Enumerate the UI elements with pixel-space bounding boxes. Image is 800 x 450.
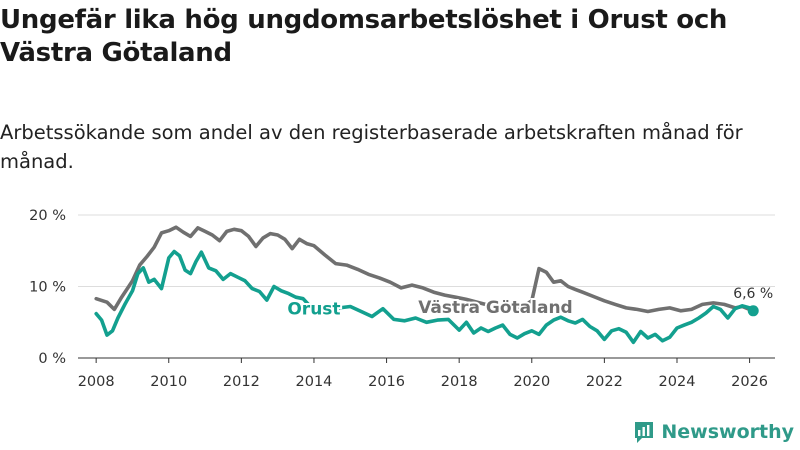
chart-subtitle: Arbetssökande som andel av den registerb… xyxy=(0,121,743,173)
x-axis-ticks: 2008 2010 2012 2014 2016 2018 2020 2022 2024 2026 xyxy=(78,358,768,390)
x-tick-label: 2024 xyxy=(659,374,696,390)
chart-title: Ungefär lika hög ungdomsarbetslöshet i O… xyxy=(0,5,728,68)
x-tick-label: 2022 xyxy=(586,374,623,390)
x-tick-label: 2010 xyxy=(150,374,187,390)
brand-name: Newsworthy xyxy=(661,421,794,443)
x-tick-label: 2012 xyxy=(223,374,260,390)
x-tick-label: 2016 xyxy=(368,374,405,390)
x-tick-label: 2008 xyxy=(78,374,115,390)
x-tick-label: 2018 xyxy=(441,374,478,390)
series-line-orust xyxy=(94,249,756,345)
series-label: Västra Götaland xyxy=(418,298,573,318)
gridlines xyxy=(78,214,775,287)
series-lines xyxy=(94,225,759,345)
series-line-vastra-gotaland xyxy=(94,225,756,314)
x-tick-label: 2020 xyxy=(513,374,550,390)
series-label: Orust xyxy=(287,299,340,319)
y-tick-label: 0 % xyxy=(38,351,66,367)
y-axis-ticks: 0 % 10 % 20 % xyxy=(29,208,66,367)
y-tick-label: 20 % xyxy=(29,208,66,224)
last-value-dot xyxy=(747,305,759,317)
y-tick-label: 10 % xyxy=(29,280,66,296)
x-tick-label: 2026 xyxy=(731,374,768,390)
newsworthy-logo[interactable]: Newsworthy xyxy=(633,420,794,444)
last-value-label: 6,6 % xyxy=(733,286,773,302)
series-labels: Orust Västra Götaland 6,6 % xyxy=(285,286,773,321)
x-tick-label: 2014 xyxy=(296,374,333,390)
newsworthy-icon xyxy=(635,422,654,443)
